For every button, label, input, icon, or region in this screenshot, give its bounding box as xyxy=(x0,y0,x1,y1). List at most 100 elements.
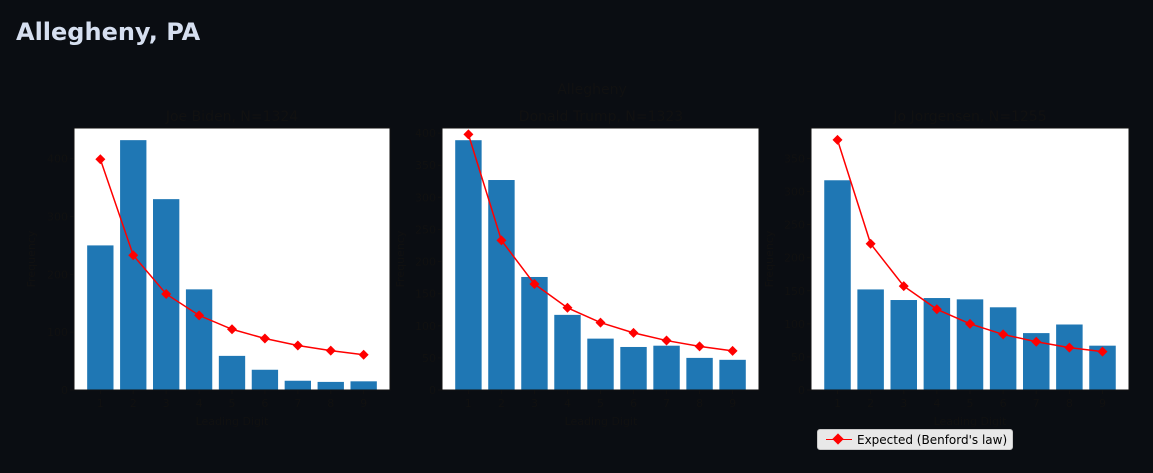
x-tick-label: 3 xyxy=(163,397,170,410)
panel-title: Joe Biden, N=1324 xyxy=(165,109,298,125)
x-tick-label: 1 xyxy=(465,397,472,410)
legend-diamond-marker xyxy=(832,433,844,445)
x-tick-label: 9 xyxy=(360,397,367,410)
x-tick-label: 7 xyxy=(663,397,670,410)
x-tick-label: 7 xyxy=(294,397,301,410)
bar xyxy=(251,369,279,390)
expected-point xyxy=(865,238,876,249)
page-heading: Allegheny, PA xyxy=(16,18,201,46)
x-tick-label: 4 xyxy=(933,397,940,410)
x-tick-label: 5 xyxy=(597,397,604,410)
expected-point xyxy=(694,341,705,352)
y-tick-label: 400 xyxy=(47,153,68,166)
x-tick-label: 5 xyxy=(229,397,236,410)
x-axis-label: Leading Digit xyxy=(934,415,1007,428)
expected-point xyxy=(358,349,369,360)
y-tick-label: 350 xyxy=(415,159,436,172)
x-tick-label: 6 xyxy=(630,397,637,410)
y-tick-label: 100 xyxy=(415,320,436,333)
y-tick-label: 100 xyxy=(784,318,805,331)
chart-suptitle: Allegheny xyxy=(557,82,627,98)
y-tick-label: 300 xyxy=(415,191,436,204)
y-tick-label: 300 xyxy=(784,186,805,199)
x-tick-label: 2 xyxy=(130,397,137,410)
x-axis-label: Leading Digit xyxy=(565,415,638,428)
expected-point xyxy=(292,340,303,351)
y-tick-label: 100 xyxy=(47,326,68,339)
chart-legend: Expected (Benford's law) xyxy=(817,429,1013,450)
x-axis-label: Leading Digit xyxy=(196,415,269,428)
y-tick-label: 150 xyxy=(415,288,436,301)
y-tick-label: 50 xyxy=(791,351,805,364)
expected-point xyxy=(931,304,942,315)
expected-point xyxy=(628,327,639,338)
expected-point xyxy=(161,288,172,299)
y-tick-label: 150 xyxy=(784,285,805,298)
expected-point xyxy=(194,310,205,321)
y-tick-label: 200 xyxy=(784,252,805,265)
bar xyxy=(653,345,680,390)
bar xyxy=(989,307,1017,390)
bar xyxy=(890,300,917,390)
panel-jorgensen: Jo Jorgensen, N=1255 Leading Digit Frequ… xyxy=(763,109,1130,428)
x-tick-label: 3 xyxy=(900,397,907,410)
x-tick-label: 8 xyxy=(696,397,703,410)
bar xyxy=(956,299,984,390)
expected-point xyxy=(998,329,1009,340)
expected-point xyxy=(128,250,139,261)
y-tick-label: 400 xyxy=(415,127,436,140)
expected-point xyxy=(529,279,540,290)
bar xyxy=(284,380,311,390)
y-tick-label: 0 xyxy=(798,384,805,397)
bar xyxy=(620,346,647,390)
y-tick-label: 250 xyxy=(415,223,436,236)
x-tick-label: 4 xyxy=(564,397,571,410)
x-tick-label: 8 xyxy=(1066,397,1073,410)
expected-point xyxy=(661,335,672,346)
expected-point xyxy=(325,345,336,356)
legend-label: Expected (Benford's law) xyxy=(857,433,1008,447)
y-axis-label: Frequency xyxy=(763,230,776,287)
expected-point xyxy=(496,235,507,246)
expected-point xyxy=(95,154,106,165)
y-tick-label: 350 xyxy=(784,152,805,165)
x-tick-label: 1 xyxy=(834,397,841,410)
expected-point xyxy=(727,345,738,356)
bar xyxy=(686,357,713,390)
y-tick-label: 300 xyxy=(47,210,68,223)
bar xyxy=(719,359,746,390)
y-axis-label: Frequency xyxy=(25,230,38,287)
bar xyxy=(554,314,581,390)
x-tick-label: 3 xyxy=(531,397,538,410)
x-tick-label: 6 xyxy=(261,397,268,410)
expected-point xyxy=(595,317,606,328)
x-tick-label: 2 xyxy=(498,397,505,410)
panel-title: Donald Trump, N=1323 xyxy=(519,109,683,125)
expected-point xyxy=(965,318,975,329)
expected-point xyxy=(1064,342,1075,353)
plot-frame xyxy=(73,127,391,391)
x-tick-label: 5 xyxy=(967,397,974,410)
bar xyxy=(521,276,548,390)
expected-point xyxy=(1097,346,1108,357)
bar xyxy=(87,245,114,390)
x-tick-label: 7 xyxy=(1033,397,1040,410)
y-tick-label: 0 xyxy=(61,384,68,397)
bar xyxy=(218,355,246,390)
y-tick-label: 250 xyxy=(784,219,805,232)
x-tick-label: 9 xyxy=(729,397,736,410)
expected-point xyxy=(832,134,843,145)
expected-point xyxy=(463,129,474,140)
x-tick-label: 4 xyxy=(196,397,203,410)
x-tick-label: 8 xyxy=(327,397,334,410)
bar xyxy=(455,140,482,390)
expected-point xyxy=(259,333,270,344)
bar xyxy=(587,338,614,390)
bar xyxy=(824,180,851,390)
bar xyxy=(488,180,515,390)
x-tick-label: 9 xyxy=(1099,397,1106,410)
x-tick-label: 6 xyxy=(1000,397,1007,410)
y-tick-label: 200 xyxy=(415,256,436,269)
x-tick-label: 1 xyxy=(97,397,104,410)
y-tick-label: 50 xyxy=(422,352,436,365)
